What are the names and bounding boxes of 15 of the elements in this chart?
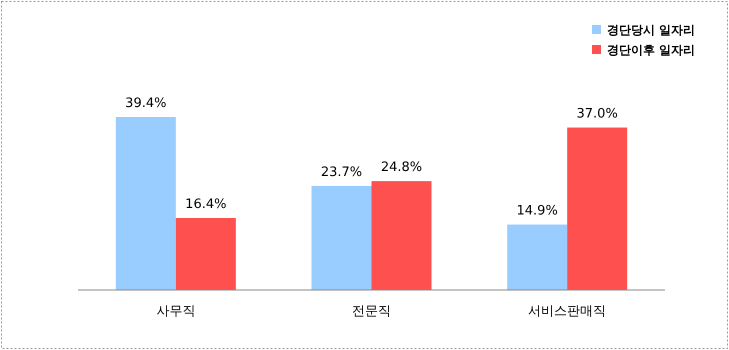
data-label: 24.8% <box>380 160 422 176</box>
bar <box>372 181 432 290</box>
data-label: 23.7% <box>320 164 362 180</box>
data-label: 14.9% <box>516 204 558 219</box>
data-label: 37.0% <box>576 106 618 122</box>
x-tick-label: 전문직 <box>352 304 391 319</box>
bar <box>507 224 568 290</box>
bar <box>176 218 236 290</box>
data-label: 39.4% <box>125 96 166 111</box>
bar <box>567 128 628 290</box>
x-tick-label: 서비스판매직 <box>528 304 606 319</box>
bar <box>312 186 372 290</box>
bar <box>116 117 176 290</box>
data-label: 16.4% <box>185 196 226 212</box>
x-tick-label: 사무직 <box>156 304 196 319</box>
